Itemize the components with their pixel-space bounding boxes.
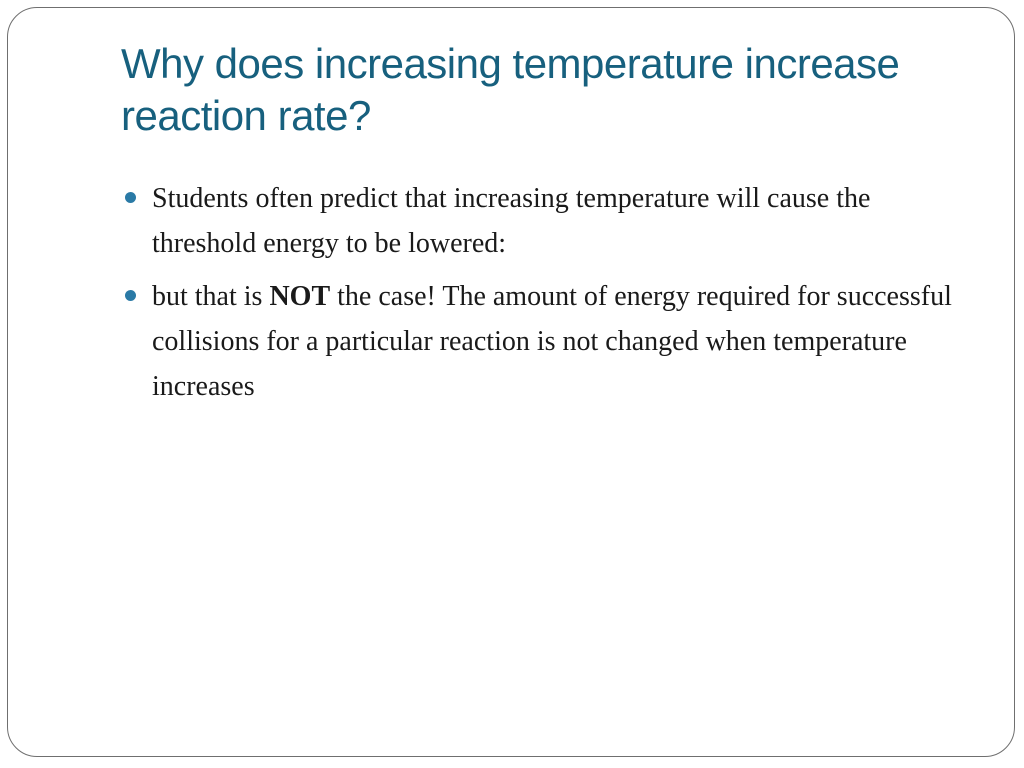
slide-title: Why does increasing temperature increase… — [121, 40, 900, 139]
bullet-text: Students often predict that increasing t… — [152, 183, 871, 259]
bullet-item: but that is NOT the case! The amount of … — [125, 274, 975, 409]
bullet-dot-icon — [125, 192, 136, 203]
bullet-list: Students often predict that increasing t… — [125, 176, 975, 417]
slide-frame: Why does increasing temperature increase… — [7, 7, 1015, 757]
bullet-emphasis: NOT — [269, 281, 331, 312]
bullet-item: Students often predict that increasing t… — [125, 176, 975, 266]
bullet-text-start: but that is — [152, 281, 270, 312]
bullet-dot-icon — [125, 290, 136, 301]
bullet-text-end: the case! The amount of energy required … — [152, 281, 952, 402]
